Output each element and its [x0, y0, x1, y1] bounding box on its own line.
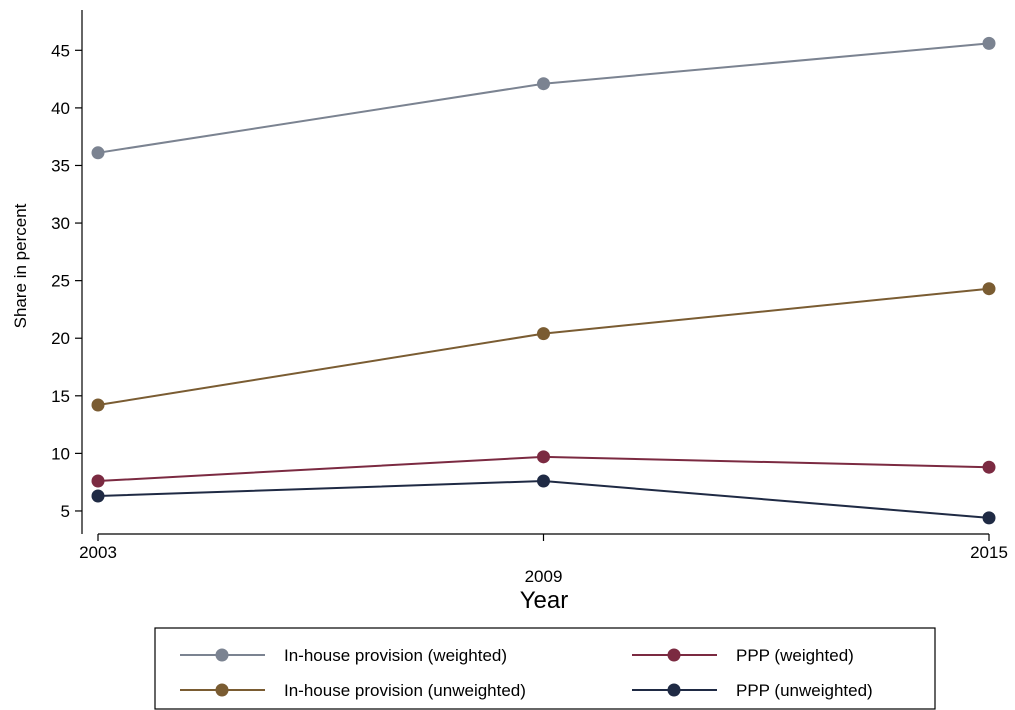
y-tick-label: 5	[61, 502, 70, 521]
legend-label: In-house provision (unweighted)	[284, 681, 526, 700]
data-point	[92, 399, 105, 412]
data-point	[92, 489, 105, 502]
legend: In-house provision (weighted) PPP (weight…	[155, 628, 935, 709]
x-tick-label: 2015	[970, 543, 1008, 562]
legend-swatch-marker	[668, 684, 681, 697]
y-tick-label: 15	[51, 387, 70, 406]
y-tick-label: 10	[51, 444, 70, 463]
legend-swatch-marker	[668, 649, 681, 662]
y-tick-label: 25	[51, 272, 70, 291]
data-point	[983, 461, 996, 474]
y-tick-label: 45	[51, 41, 70, 60]
series-layer	[92, 37, 996, 524]
series-line	[98, 43, 989, 152]
legend-label: PPP (unweighted)	[736, 681, 873, 700]
x-axis-title: Year	[520, 587, 569, 614]
data-point	[983, 282, 996, 295]
series-line	[98, 289, 989, 405]
y-tick-label: 40	[51, 99, 70, 118]
axes: 5 10 15 20 25 30 35 40 45 2003 2009 2015	[51, 10, 1008, 586]
y-axis-title: Share in percent	[11, 203, 30, 328]
data-point	[92, 146, 105, 159]
data-point	[537, 450, 550, 463]
y-tick-label: 30	[51, 214, 70, 233]
legend-swatch-marker	[216, 684, 229, 697]
data-point	[92, 475, 105, 488]
legend-swatch-marker	[216, 649, 229, 662]
legend-label: PPP (weighted)	[736, 646, 854, 665]
data-point	[537, 475, 550, 488]
x-tick-label: 2003	[79, 543, 117, 562]
data-point	[537, 77, 550, 90]
y-tick-label: 35	[51, 156, 70, 175]
data-point	[537, 327, 550, 340]
legend-label: In-house provision (weighted)	[284, 646, 507, 665]
x-tick-label: 2009	[525, 567, 563, 586]
data-point	[983, 37, 996, 50]
y-tick-label: 20	[51, 329, 70, 348]
data-point	[983, 511, 996, 524]
